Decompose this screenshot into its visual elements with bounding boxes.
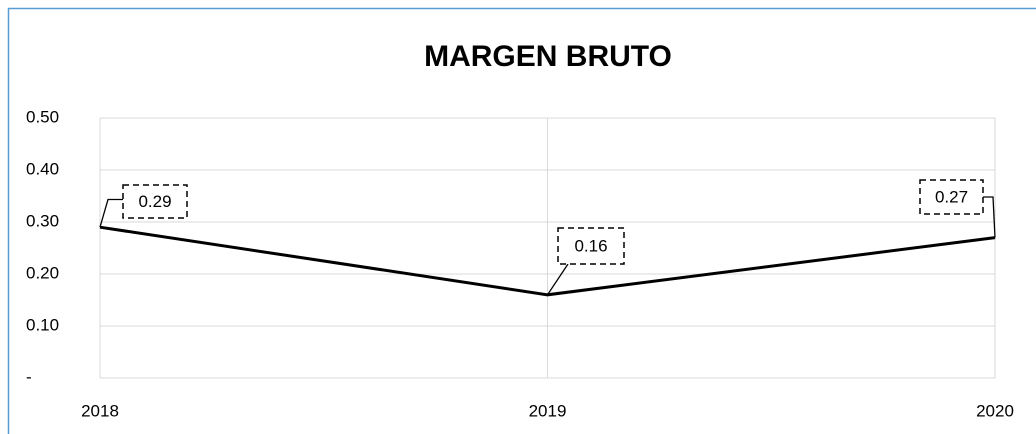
data-label: 0.27 [935,187,968,206]
data-label: 0.29 [138,192,171,211]
data-label: 0.16 [574,236,607,255]
leader-line [99,198,123,228]
leader-line [983,196,996,238]
y-tick-label: 0.10 [26,315,59,334]
y-tick-label: 0.40 [26,159,59,178]
y-tick-label: 0.50 [26,107,59,126]
chart-title: MARGEN BRUTO [424,40,672,73]
leader-line [546,263,569,296]
x-tick-label: 2018 [81,401,119,420]
y-tick-label: 0.20 [26,263,59,282]
y-tick-label: 0.30 [26,211,59,230]
x-tick-label: 2019 [529,401,567,420]
chart-frame [7,7,1036,434]
data-label-box [557,227,625,265]
x-tick-label: 2020 [976,401,1014,420]
data-label-box [122,184,188,219]
y-tick-label: - [26,367,32,386]
data-label-box [919,179,984,215]
